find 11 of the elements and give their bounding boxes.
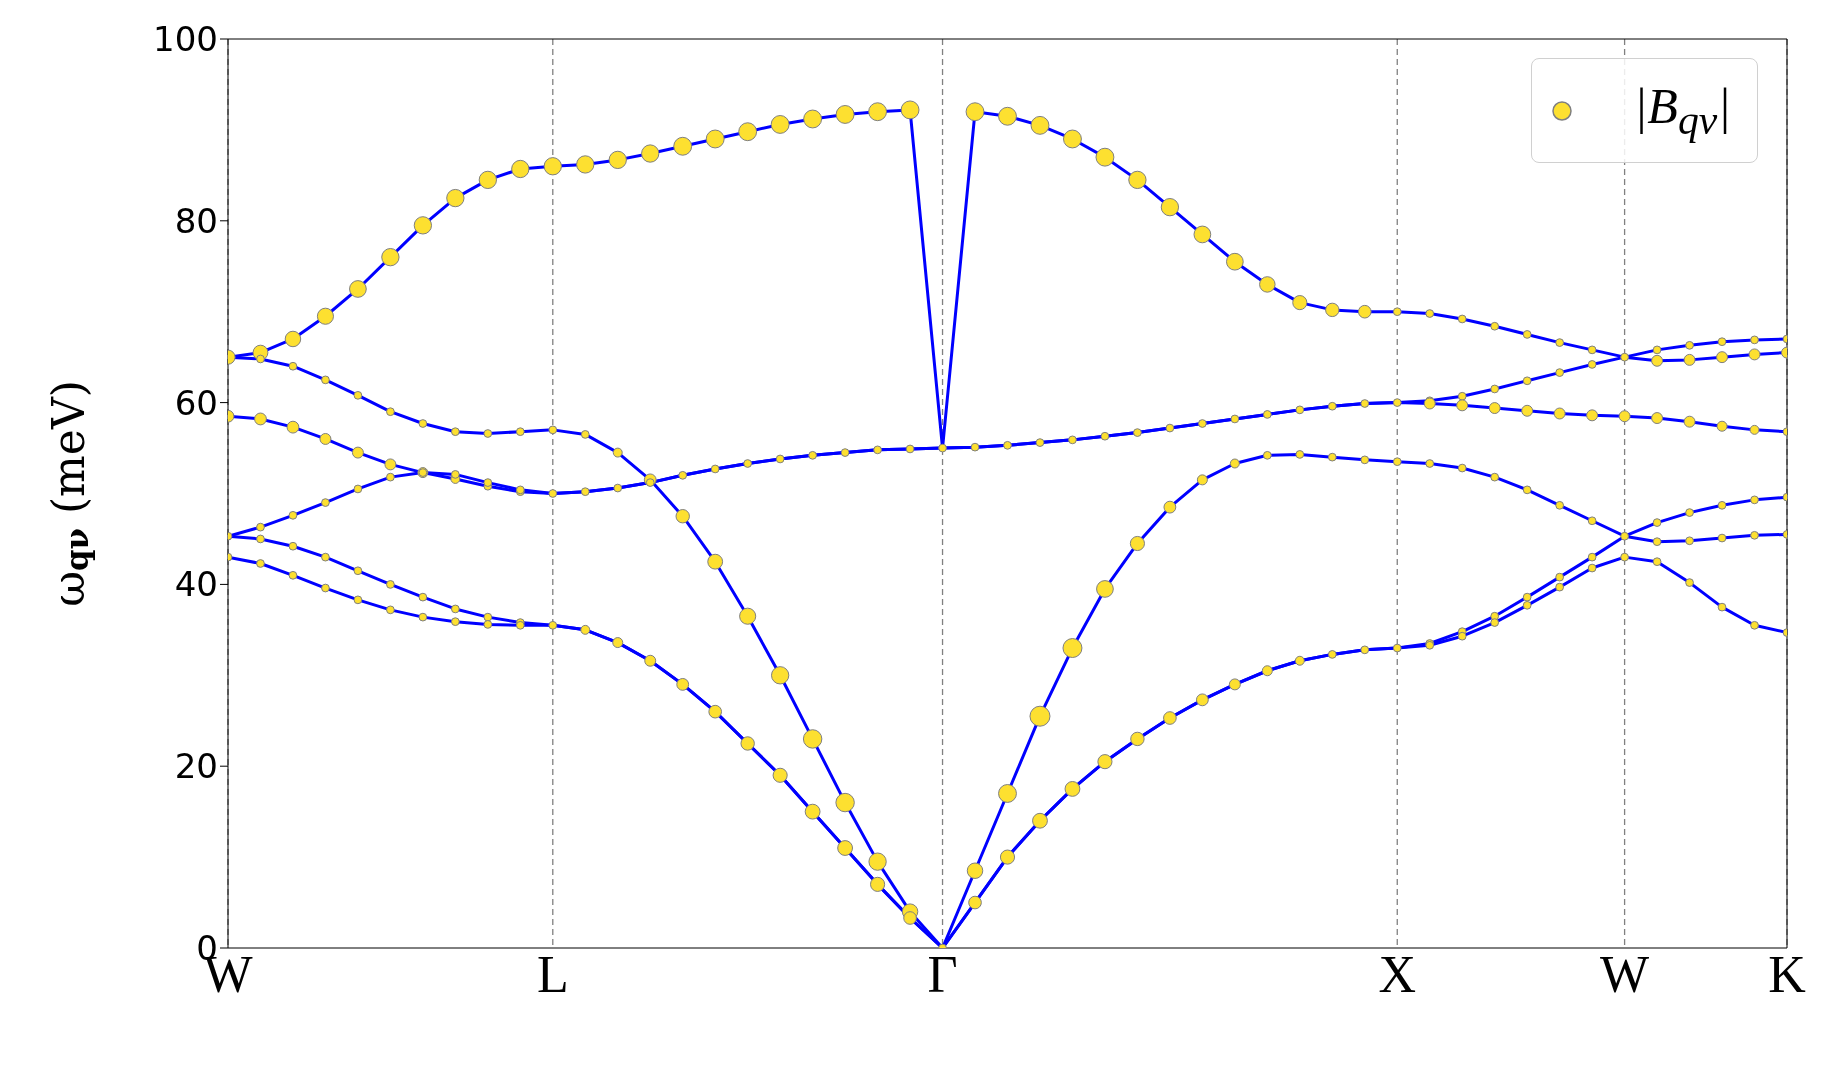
y-tick-label: 80 [174, 200, 218, 241]
x-tick-label: L [536, 946, 569, 1003]
x-tick-label: X [1378, 946, 1417, 1003]
y-tick-label: 40 [174, 564, 218, 605]
y-tick-label: 100 [153, 19, 218, 60]
x-tick-label: K [1768, 946, 1807, 1003]
x-tick-label: Γ [927, 946, 958, 1003]
x-tick-label: W [1600, 946, 1650, 1003]
legend-label: |B$_{qν}$| [1633, 77, 1731, 144]
y-tick-label: 20 [174, 746, 218, 787]
y-tick-label: 60 [174, 382, 218, 423]
